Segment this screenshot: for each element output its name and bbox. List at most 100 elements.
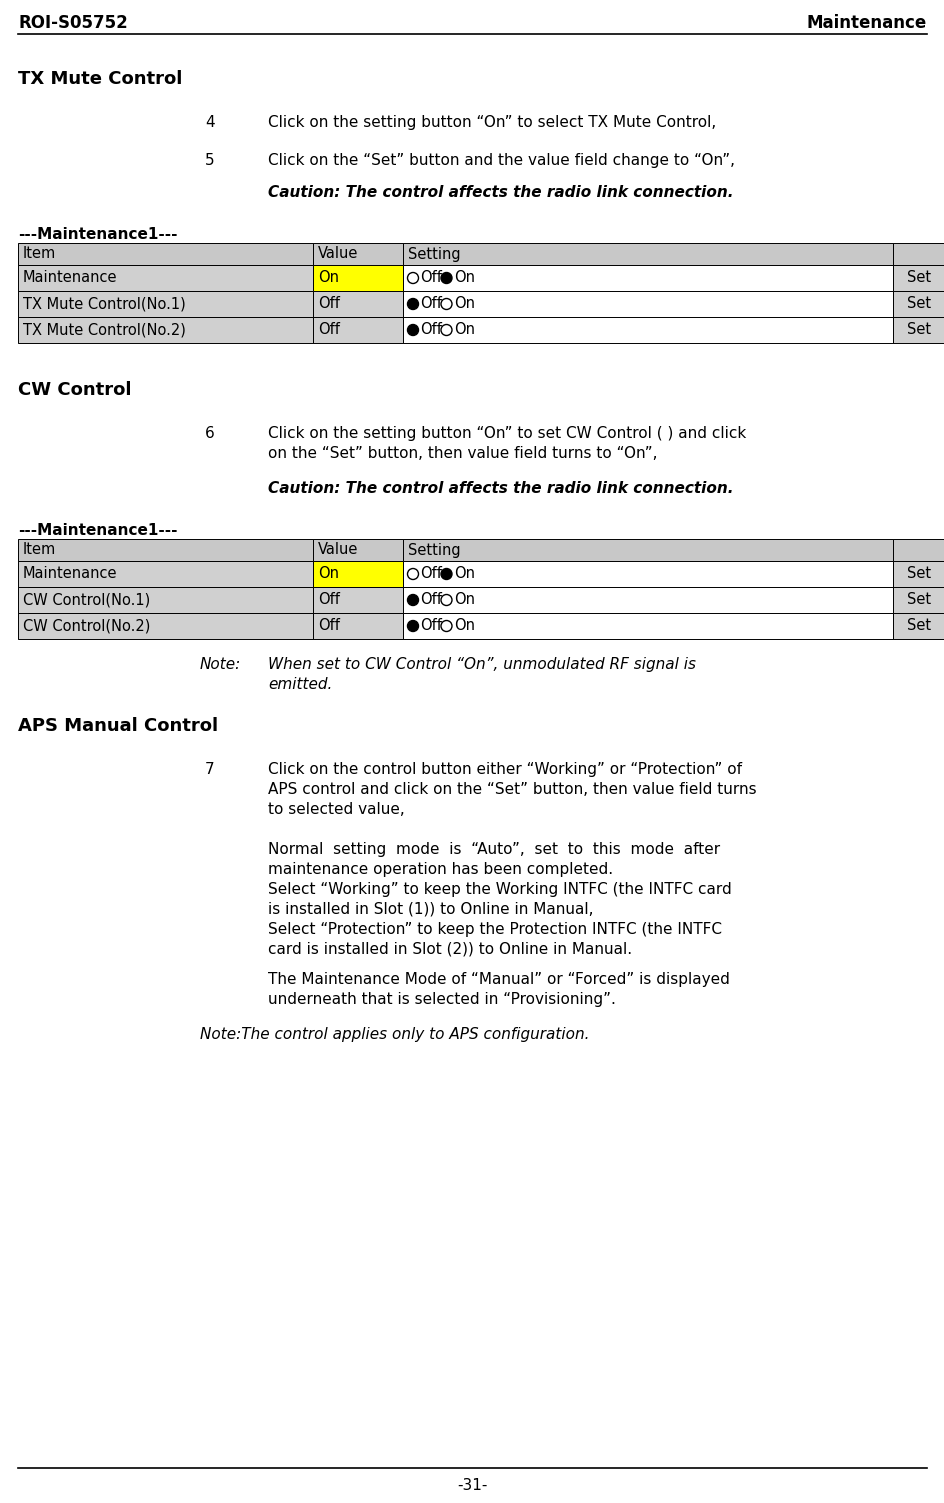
Text: The Maintenance Mode of “Manual” or “Forced” is displayed: The Maintenance Mode of “Manual” or “For…: [268, 972, 729, 987]
Text: On: On: [453, 619, 475, 633]
Text: On: On: [318, 271, 339, 286]
Bar: [18, 588, 312, 613]
Circle shape: [441, 568, 451, 580]
Text: Normal  setting  mode  is  “Auto”,  set  to  this  mode  after: Normal setting mode is “Auto”, set to th…: [268, 842, 719, 857]
Text: CW Control(No.1): CW Control(No.1): [23, 592, 150, 607]
Bar: [892, 292, 944, 317]
Bar: [18, 540, 312, 561]
Text: Value: Value: [318, 246, 358, 262]
Bar: [312, 317, 402, 343]
Circle shape: [407, 299, 418, 310]
Text: card is installed in Slot (2)) to Online in Manual.: card is installed in Slot (2)) to Online…: [268, 942, 632, 957]
Bar: [892, 540, 944, 561]
Text: Off: Off: [420, 619, 442, 633]
Text: CW Control(No.2): CW Control(No.2): [23, 619, 150, 633]
Text: Click on the setting button “On” to select TX Mute Control,: Click on the setting button “On” to sele…: [268, 116, 716, 129]
Text: Caution: The control affects the radio link connection.: Caution: The control affects the radio l…: [268, 481, 733, 496]
Text: Set: Set: [906, 619, 930, 633]
Bar: [402, 540, 892, 561]
Text: Off: Off: [318, 296, 340, 311]
Text: Off: Off: [318, 323, 340, 338]
Bar: [18, 292, 312, 317]
Text: CW Control: CW Control: [18, 380, 131, 398]
Text: Note:: Note:: [200, 657, 241, 672]
Bar: [402, 243, 892, 265]
Bar: [18, 243, 312, 265]
Text: Set: Set: [906, 592, 930, 607]
Text: Click on the setting button “On” to set CW Control ( ) and click: Click on the setting button “On” to set …: [268, 425, 746, 440]
Circle shape: [407, 595, 418, 606]
Text: 5: 5: [205, 153, 214, 168]
Text: Click on the “Set” button and the value field change to “On”,: Click on the “Set” button and the value …: [268, 153, 734, 168]
Bar: [402, 588, 892, 613]
Bar: [312, 243, 402, 265]
Text: Off: Off: [420, 323, 442, 338]
Bar: [402, 613, 892, 639]
Circle shape: [407, 568, 418, 580]
Text: When set to CW Control “On”, unmodulated RF signal is: When set to CW Control “On”, unmodulated…: [268, 657, 696, 672]
Text: Set: Set: [906, 567, 930, 582]
Circle shape: [441, 621, 451, 631]
Text: to selected value,: to selected value,: [268, 803, 404, 818]
Text: Click on the control button either “Working” or “Protection” of: Click on the control button either “Work…: [268, 762, 741, 777]
Bar: [312, 613, 402, 639]
Circle shape: [407, 621, 418, 631]
Circle shape: [407, 325, 418, 335]
Text: Value: Value: [318, 543, 358, 558]
Text: On: On: [318, 567, 339, 582]
Text: Off: Off: [420, 592, 442, 607]
Bar: [892, 588, 944, 613]
Circle shape: [441, 595, 451, 606]
Bar: [892, 317, 944, 343]
Circle shape: [441, 299, 451, 310]
Text: maintenance operation has been completed.: maintenance operation has been completed…: [268, 863, 613, 876]
Bar: [312, 540, 402, 561]
Text: Note:The control applies only to APS configuration.: Note:The control applies only to APS con…: [200, 1027, 589, 1042]
Text: Maintenance: Maintenance: [23, 271, 117, 286]
Text: ROI-S05752: ROI-S05752: [18, 14, 127, 32]
Text: On: On: [453, 567, 475, 582]
Text: Maintenance: Maintenance: [806, 14, 926, 32]
Text: 7: 7: [205, 762, 214, 777]
Text: On: On: [453, 323, 475, 338]
Text: 4: 4: [205, 116, 214, 129]
Text: 6: 6: [205, 425, 214, 440]
Text: Item: Item: [23, 246, 57, 262]
Text: TX Mute Control: TX Mute Control: [18, 71, 182, 89]
Bar: [18, 561, 312, 588]
Text: APS control and click on the “Set” button, then value field turns: APS control and click on the “Set” butto…: [268, 782, 756, 797]
Text: Maintenance: Maintenance: [23, 567, 117, 582]
Text: Set: Set: [906, 271, 930, 286]
Bar: [18, 317, 312, 343]
Text: APS Manual Control: APS Manual Control: [18, 717, 218, 735]
Bar: [892, 561, 944, 588]
Text: Off: Off: [420, 271, 442, 286]
Text: underneath that is selected in “Provisioning”.: underneath that is selected in “Provisio…: [268, 992, 615, 1007]
Bar: [18, 613, 312, 639]
Bar: [312, 265, 402, 292]
Text: Item: Item: [23, 543, 57, 558]
Text: -31-: -31-: [456, 1477, 487, 1492]
Text: Off: Off: [420, 567, 442, 582]
Bar: [402, 561, 892, 588]
Bar: [312, 292, 402, 317]
Text: Off: Off: [318, 619, 340, 633]
Bar: [892, 613, 944, 639]
Bar: [312, 561, 402, 588]
Bar: [402, 265, 892, 292]
Text: ---Maintenance1---: ---Maintenance1---: [18, 523, 177, 538]
Text: emitted.: emitted.: [268, 676, 332, 691]
Text: is installed in Slot (1)) to Online in Manual,: is installed in Slot (1)) to Online in M…: [268, 902, 593, 917]
Text: Caution: The control affects the radio link connection.: Caution: The control affects the radio l…: [268, 185, 733, 200]
Circle shape: [441, 272, 451, 284]
Bar: [402, 317, 892, 343]
Text: ---Maintenance1---: ---Maintenance1---: [18, 227, 177, 242]
Text: TX Mute Control(No.2): TX Mute Control(No.2): [23, 323, 186, 338]
Bar: [892, 265, 944, 292]
Text: On: On: [453, 271, 475, 286]
Text: Setting: Setting: [408, 543, 460, 558]
Bar: [892, 243, 944, 265]
Text: Off: Off: [420, 296, 442, 311]
Bar: [312, 588, 402, 613]
Text: Select “Working” to keep the Working INTFC (the INTFC card: Select “Working” to keep the Working INT…: [268, 882, 731, 897]
